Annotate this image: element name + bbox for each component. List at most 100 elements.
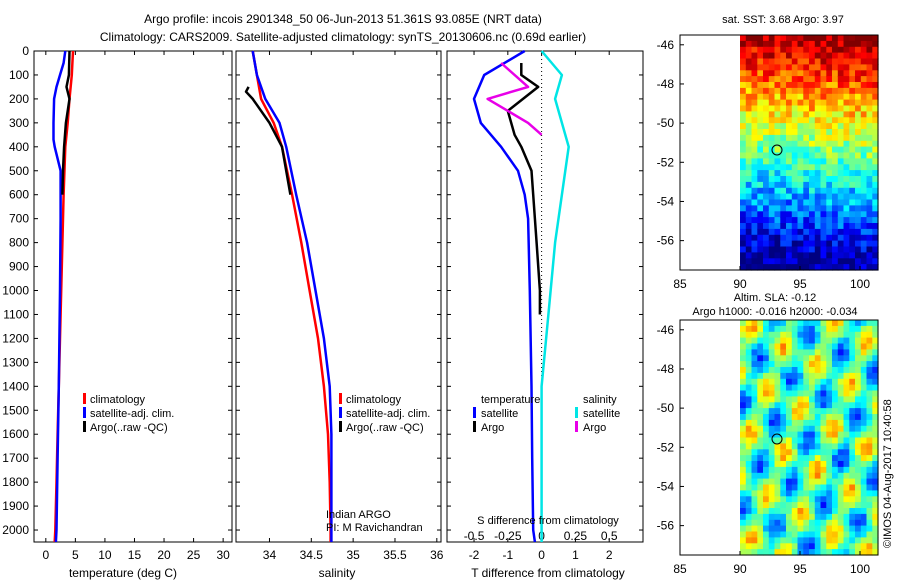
- map-cell: [837, 158, 845, 165]
- map-cell: [855, 337, 862, 345]
- map-cell: [837, 490, 845, 497]
- map-cell: [780, 320, 787, 327]
- map-cell: [791, 361, 799, 368]
- map-cell: [849, 123, 856, 130]
- map-cell: [803, 355, 810, 362]
- map-cell: [774, 240, 781, 248]
- map-cell: [814, 99, 822, 107]
- map-cell: [745, 246, 753, 253]
- map-cell: [832, 181, 839, 189]
- map-cell: [843, 461, 850, 468]
- map-cell: [780, 134, 787, 142]
- map-cell: [872, 437, 879, 444]
- map-cell: [780, 325, 787, 333]
- series-line: [52, 50, 67, 543]
- map-cell: [843, 384, 850, 392]
- map-cell: [791, 508, 799, 515]
- map-cell: [814, 537, 822, 544]
- map-cell: [780, 211, 787, 218]
- map-cell: [774, 252, 781, 259]
- map-cell: [745, 40, 753, 48]
- map-cell: [757, 223, 764, 230]
- map-cell: [832, 129, 839, 136]
- map-cell: [780, 496, 787, 503]
- map-cell: [791, 325, 799, 333]
- map-y-tick-label: -52: [657, 155, 675, 169]
- map-cell: [814, 258, 822, 265]
- map-cell: [832, 349, 839, 356]
- map-cell: [745, 258, 753, 265]
- map-cell: [774, 140, 781, 148]
- map-cell: [757, 431, 764, 439]
- depth-tick-label: 1600: [2, 427, 29, 441]
- map-cell: [745, 99, 753, 107]
- map-cell: [745, 82, 753, 89]
- map-cell: [791, 367, 799, 374]
- map-cell: [809, 170, 816, 177]
- map-cell: [849, 502, 856, 509]
- map-cell: [803, 223, 810, 230]
- map-cell: [814, 35, 822, 42]
- map-cell: [832, 402, 839, 409]
- map-cell: [837, 331, 845, 339]
- map-cell: [809, 361, 816, 368]
- map-cell: [837, 217, 845, 224]
- map-cell: [860, 211, 868, 218]
- map-cell: [740, 361, 747, 368]
- map-cell: [855, 176, 862, 183]
- map-cell: [768, 46, 776, 54]
- map-cell: [768, 349, 776, 356]
- map-cell: [843, 478, 850, 486]
- map-cell: [803, 408, 810, 415]
- map-cell: [751, 46, 758, 54]
- map-cell: [774, 349, 781, 356]
- map-cell: [768, 187, 776, 195]
- salinity-xlabel: salinity: [319, 566, 356, 580]
- map-y-tick-label: -48: [657, 77, 675, 91]
- map-cell: [763, 425, 770, 433]
- map-cell: [751, 490, 758, 497]
- map-cell: [745, 414, 753, 421]
- map-cell: [768, 217, 776, 224]
- map-cell: [791, 461, 799, 468]
- map-cell: [866, 134, 873, 142]
- map-cell: [860, 140, 868, 148]
- map-cell: [809, 349, 816, 356]
- map-cell: [745, 76, 753, 83]
- map-cell: [745, 46, 753, 54]
- map-cell: [740, 264, 747, 271]
- map-cell: [832, 205, 839, 212]
- map-cell: [757, 320, 764, 327]
- map-cell: [786, 64, 793, 71]
- map-cell: [763, 513, 770, 521]
- map-cell: [855, 484, 862, 491]
- depth-tick-label: 1900: [2, 499, 29, 513]
- map-cell: [791, 176, 799, 183]
- map-cell: [768, 408, 776, 415]
- map-cell: [837, 349, 845, 356]
- map-cell: [780, 164, 787, 171]
- map-cell: [751, 320, 758, 327]
- map-cell: [768, 246, 776, 253]
- map-cell: [832, 93, 839, 101]
- map-cell: [872, 164, 879, 171]
- map-cell: [740, 52, 747, 60]
- map-cell: [780, 181, 787, 189]
- map-cell: [740, 449, 747, 456]
- map-cell: [797, 549, 804, 556]
- map-cell: [768, 93, 776, 101]
- map-cell: [763, 170, 770, 177]
- map-cell: [797, 425, 804, 433]
- map-cell: [860, 111, 868, 118]
- depth-tick-label: 500: [9, 164, 29, 178]
- map-cell: [872, 543, 879, 550]
- map-cell: [797, 35, 804, 42]
- map-cell: [820, 129, 827, 136]
- map-cell: [763, 117, 770, 124]
- map-cell: [855, 76, 862, 83]
- map-cell: [803, 82, 810, 89]
- map-cell: [814, 223, 822, 230]
- map-cell: [855, 46, 862, 54]
- map-cell: [820, 228, 827, 236]
- map-cell: [745, 264, 753, 271]
